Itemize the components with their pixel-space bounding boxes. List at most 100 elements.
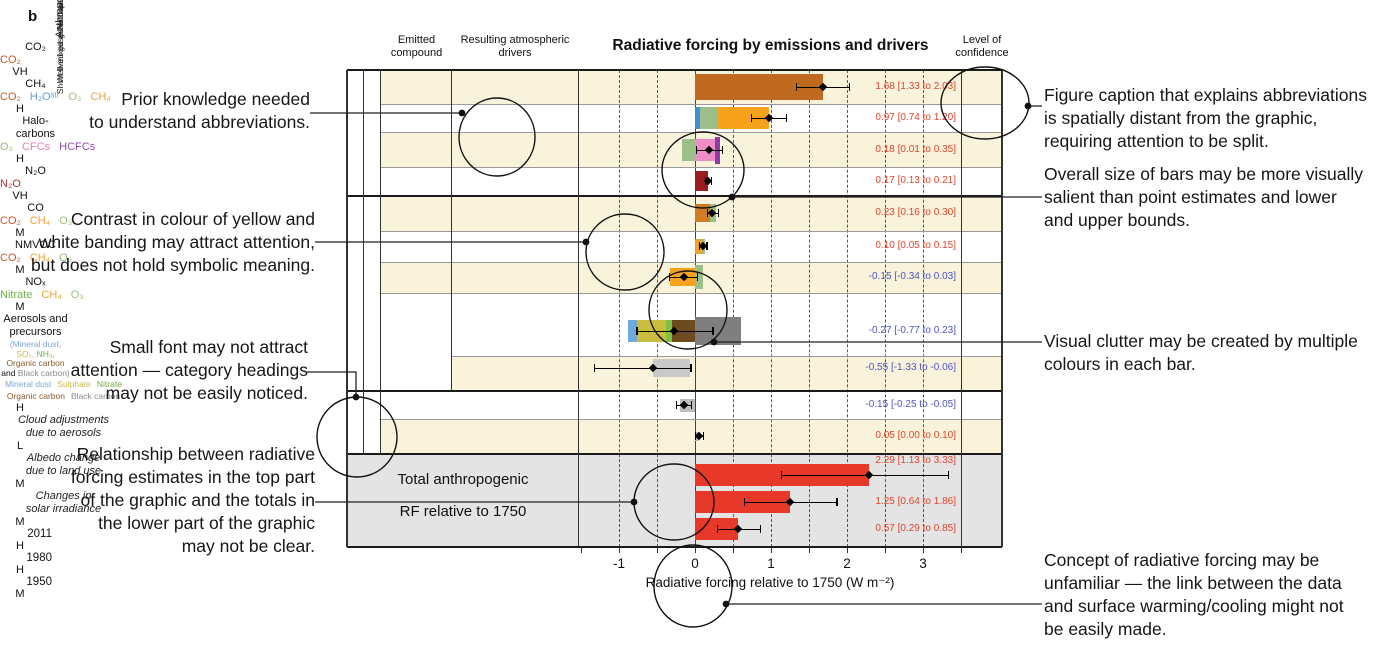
confidence-label: M [15,588,25,600]
error-bar-cap [721,146,723,154]
row-line [381,132,1002,133]
gridline [885,70,886,547]
error-bar-cap [707,209,709,217]
row-line [452,356,1002,357]
drivers-label-italic: Cloud adjustments due to aerosols [17,414,110,439]
confidence-label: H [16,153,24,165]
error-bar-cap [796,83,798,91]
gridline [657,70,658,547]
error-bar-cap [593,364,596,372]
error-bar-cap [717,209,719,217]
error-bar-cap [691,401,693,409]
group-label-short-lived-gases-aerosols: Short lived gases and aerosols [55,0,65,95]
axis-tick [657,547,658,553]
column-line [451,70,452,391]
value-label: 0.05 [0.00 to 0.10] [875,430,956,441]
confidence-label: M [15,227,25,239]
value-label: 0.57 [0.29 to 0.85] [875,523,956,534]
axis-tick-label: 2 [843,556,851,571]
column-line [1001,70,1003,547]
error-bar-cap [669,273,671,281]
value-label: 0.18 [0.01 to 0.35] [875,144,956,155]
column-line [380,70,381,454]
axis-tick-label: 0 [691,556,699,571]
drivers-list: N₂O [0,178,21,190]
drivers-list: CO₂ CH₄ O₃ [0,215,73,227]
annotation-left: Relationship between radiative forcing es… [70,444,315,556]
error-bar-cap [717,525,719,533]
total-anthropogenic-label: Total anthropogenic RF relative to 1750 [397,471,529,520]
gridline [923,70,924,547]
compound-label: CO [27,202,44,214]
error-bar-cap [836,498,838,506]
axis-tick [847,547,848,553]
row-line [381,231,1002,232]
error-bar [780,474,949,476]
axis-tick [695,547,696,553]
axis-tick [581,547,582,553]
axis-tick [961,547,962,553]
drivers-label-italic: Albedo change due to land use [25,452,102,477]
bar-segment [695,107,700,129]
axis-tick [771,547,772,553]
error-bar-cap [712,327,714,335]
compound-label: Halo-carbons [15,115,56,140]
axis-tick [733,547,734,553]
annotation-right: Overall size of bars may be more visuall… [1044,164,1363,230]
gridline [847,70,848,547]
confidence-label: M [15,516,25,528]
axis-tick [923,547,924,553]
value-label: 1.68 [1.33 to 2.03] [875,81,956,92]
value-label: 0.23 [0.16 to 0.30] [875,207,956,218]
error-bar-cap [786,114,788,122]
annotation-right: Figure caption that explains abbreviatio… [1044,85,1367,151]
gridline [771,70,772,547]
bar-segment [628,320,638,342]
total-bar [695,491,790,513]
compound-label: CH₄ [25,78,46,90]
section-line [347,195,1002,197]
error-bar-cap [697,273,699,281]
row-band [381,231,1002,262]
value-label: -0.15 [-0.25 to -0.05] [865,399,956,410]
drivers-list: Mineral dust Sulphate Nitrate Organic carbo… [5,379,122,401]
error-bar-cap [780,471,783,479]
axis-tick [885,547,886,553]
row-line [381,293,1002,294]
error-bar-cap [636,327,638,335]
section-line [347,69,1002,71]
column-header-emitted-compound: Emitted compound [390,34,443,59]
value-label: 1.25 [0.64 to 1.86] [875,496,956,507]
value-label: -0.55 [-1.33 to -0.06] [865,362,956,373]
annotation-dot [722,600,730,608]
value-label: -0.15 [-0.34 to 0.03] [868,271,956,282]
section-line [347,390,1002,392]
total-year-label: 1980 [26,552,52,564]
error-bar-cap [676,401,678,409]
annotation-left: Contrast in colour of yellow and white ba… [30,209,315,275]
row-line [381,167,1002,168]
error-bar-cap [690,364,692,372]
confidence-label: H [16,564,24,576]
value-label: 2.29 [1.13 to 3.33] [875,455,956,466]
compound-label: NMVOC [15,239,56,251]
axis-tick-label: -1 [612,556,625,571]
drivers-list: CO₂ [0,54,21,66]
error-bar-cap [695,146,697,154]
error-bar-cap [706,242,708,250]
confidence-label: VH [12,66,28,78]
gridline [619,70,620,547]
confidence-label: H [16,103,24,115]
confidence-label: VH [12,190,28,202]
compound-label: NOₓ [25,276,46,288]
axis-tick [809,547,810,553]
bar-segment [699,107,718,129]
row-band [381,356,1002,391]
confidence-label: M [15,478,25,490]
error-bar-cap [759,525,761,533]
column-line [363,70,364,454]
drivers-list: Nitrate CH₄ O₃ [0,289,84,301]
confidence-label: M [15,264,25,276]
chart-title: Radiative forcing by emissions and drive… [612,37,929,54]
